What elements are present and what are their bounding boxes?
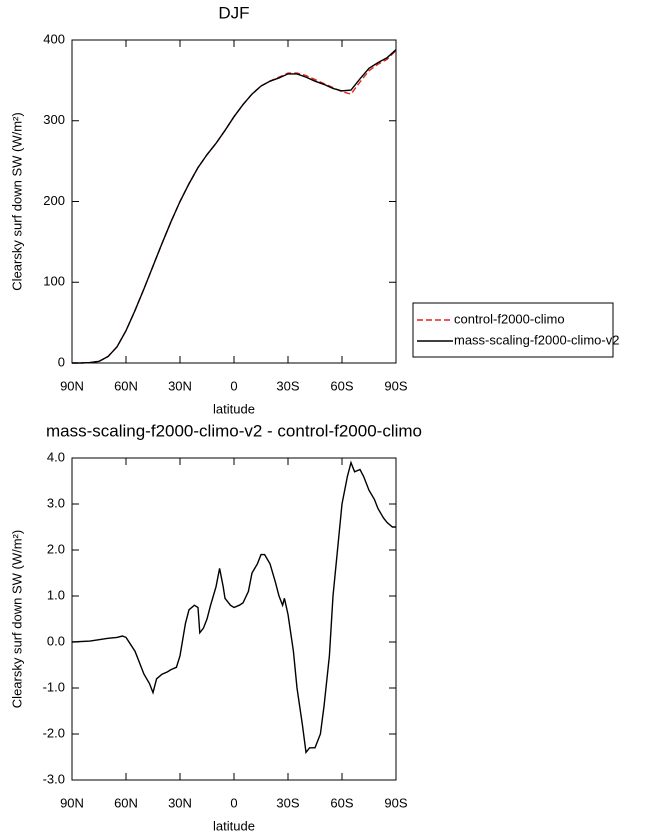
x-tick-label: 90S	[384, 795, 407, 810]
x-tick-label: 60S	[330, 795, 353, 810]
y-tick-label: 0.0	[47, 633, 65, 648]
plot-frame	[71, 457, 397, 781]
x-axis-label: latitude	[213, 401, 255, 416]
plot-frame	[71, 39, 397, 364]
y-axis-label: Clearsky surf down SW (W/m²)	[9, 530, 24, 708]
x-tick-label: 0	[230, 795, 237, 810]
data-line	[72, 50, 397, 364]
y-axis-label: Clearsky surf down SW (W/m²)	[9, 112, 24, 290]
x-tick-label: 30N	[168, 378, 192, 393]
legend-label: mass-scaling-f2000-climo-v2	[454, 332, 619, 347]
x-tick-label: 30S	[276, 378, 299, 393]
y-tick-label: 0	[58, 354, 65, 369]
x-tick-label: 60N	[114, 378, 138, 393]
y-tick-label: 2.0	[47, 541, 65, 556]
y-tick-label: -2.0	[43, 725, 65, 740]
x-tick-label: 60N	[114, 795, 138, 810]
y-tick-label: 100	[43, 274, 65, 289]
y-tick-label: 400	[43, 31, 65, 46]
legend-box	[412, 302, 614, 358]
x-axis-label: latitude	[213, 818, 255, 833]
y-tick-label: 4.0	[47, 449, 65, 464]
legend-label: control-f2000-climo	[454, 311, 565, 326]
x-tick-label: 30N	[168, 795, 192, 810]
y-tick-label: 3.0	[47, 495, 65, 510]
x-tick-label: 90N	[60, 378, 84, 393]
y-tick-label: 200	[43, 193, 65, 208]
y-tick-label: 300	[43, 112, 65, 127]
x-tick-label: 60S	[330, 378, 353, 393]
y-tick-label: 1.0	[47, 587, 65, 602]
x-tick-label: 0	[230, 378, 237, 393]
data-line	[72, 49, 397, 364]
x-tick-label: 90S	[384, 378, 407, 393]
x-tick-label: 90N	[60, 795, 84, 810]
x-tick-label: 30S	[276, 795, 299, 810]
data-line	[71, 460, 396, 755]
chart-title: DJF	[218, 3, 249, 22]
y-tick-label: -3.0	[43, 771, 65, 786]
y-tick-label: -1.0	[43, 679, 65, 694]
chart-title: mass-scaling-f2000-climo-v2 - control-f2…	[46, 421, 422, 440]
